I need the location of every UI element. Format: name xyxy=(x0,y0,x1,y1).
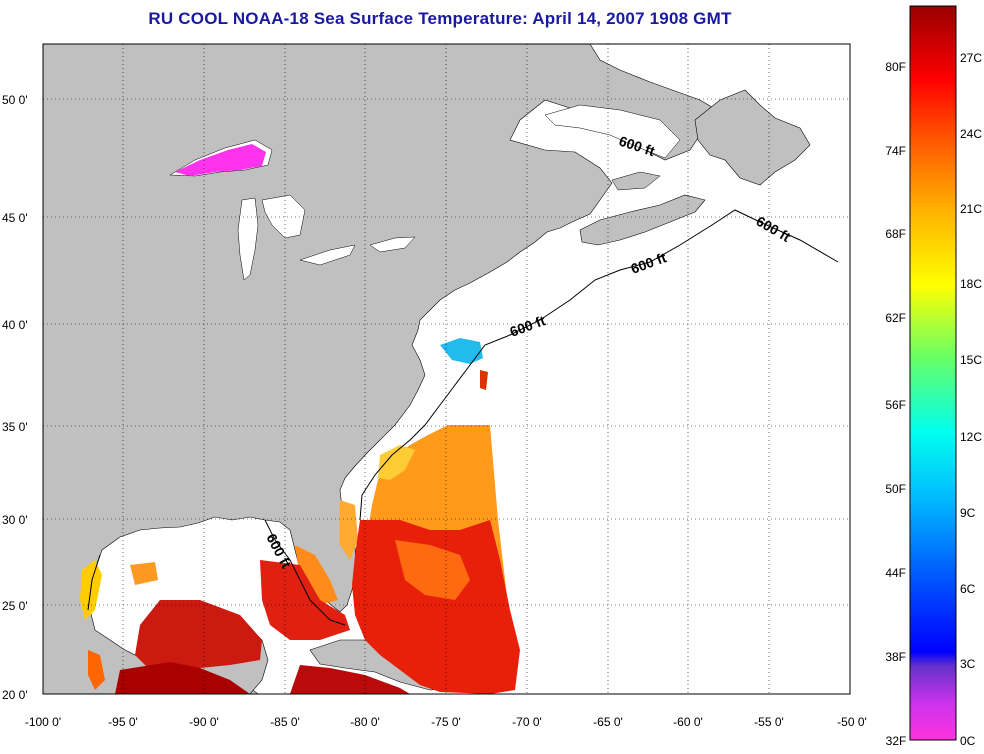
map-frame xyxy=(42,43,851,695)
lat-tick-label: 45 0' xyxy=(2,211,28,225)
sst-data-layer xyxy=(80,144,520,694)
colorbar-c-label: 6C xyxy=(960,582,976,596)
lon-tick-label: -65 0' xyxy=(593,715,623,729)
lat-tick-label: 40 0' xyxy=(2,318,28,332)
lon-tick-label: -75 0' xyxy=(431,715,461,729)
colorbar-f-label: 62F xyxy=(885,311,906,325)
colorbar-f-label: 38F xyxy=(885,650,906,664)
lake-ontario xyxy=(369,236,416,253)
colorbar-c-label: 18C xyxy=(960,277,982,291)
lon-tick-label: -60 0' xyxy=(673,715,703,729)
colorbar-c-label: 12C xyxy=(960,430,982,444)
lat-tick-label: 20 0' xyxy=(2,688,28,702)
lon-tick-label: -100 0' xyxy=(25,715,61,729)
isobath-600ft xyxy=(87,209,839,626)
colorbar-c-label: 0C xyxy=(960,734,976,748)
lon-tick-label: -90 0' xyxy=(189,715,219,729)
lon-tick-label: -85 0' xyxy=(270,715,300,729)
colorbar-c-label: 9C xyxy=(960,506,976,520)
gulf-st-lawrence xyxy=(544,104,681,159)
color-bar: 80F 74F 68F 62F 56F 50F 44F 38F 32F 27C … xyxy=(885,5,982,748)
lat-tick-label: 30 0' xyxy=(2,513,28,527)
lon-tick-label: -70 0' xyxy=(512,715,542,729)
newfoundland-land xyxy=(694,89,811,186)
pei-land xyxy=(611,171,661,191)
colorbar-c-label: 21C xyxy=(960,202,982,216)
lat-axis: 20 0' 25 0' 30 0' 35 0' 40 0' 45 0' 50 0… xyxy=(2,93,28,702)
colorbar-f-label: 68F xyxy=(885,227,906,241)
colorbar-f-label: 74F xyxy=(885,144,906,158)
lon-axis: -100 0' -95 0' -90 0' -85 0' -80 0' -75 … xyxy=(25,715,867,729)
nova-scotia-land xyxy=(579,194,706,246)
lon-tick-label: -80 0' xyxy=(350,715,380,729)
lon-tick-label: -50 0' xyxy=(837,715,867,729)
colorbar-c-label: 3C xyxy=(960,657,976,671)
colorbar-c-label: 27C xyxy=(960,51,982,65)
colorbar-c-label: 24C xyxy=(960,127,982,141)
lake-michigan xyxy=(237,197,259,281)
colorbar-f-label: 32F xyxy=(886,734,907,748)
colorbar-f-label: 56F xyxy=(885,398,906,412)
lat-tick-label: 35 0' xyxy=(2,420,28,434)
color-bar-gradient xyxy=(909,5,957,741)
colorbar-c-label: 15C xyxy=(960,353,982,367)
lon-tick-label: -95 0' xyxy=(108,715,138,729)
map-title: RU COOL NOAA-18 Sea Surface Temperature:… xyxy=(148,9,732,28)
lon-tick-label: -55 0' xyxy=(754,715,784,729)
lat-tick-label: 25 0' xyxy=(2,599,28,613)
lat-tick-label: 50 0' xyxy=(2,93,28,107)
lake-erie xyxy=(299,244,356,266)
colorbar-f-label: 44F xyxy=(885,566,906,580)
lake-huron xyxy=(261,194,306,239)
graticule xyxy=(43,44,850,694)
colorbar-f-label: 50F xyxy=(885,482,906,496)
colorbar-f-label: 80F xyxy=(885,60,906,74)
